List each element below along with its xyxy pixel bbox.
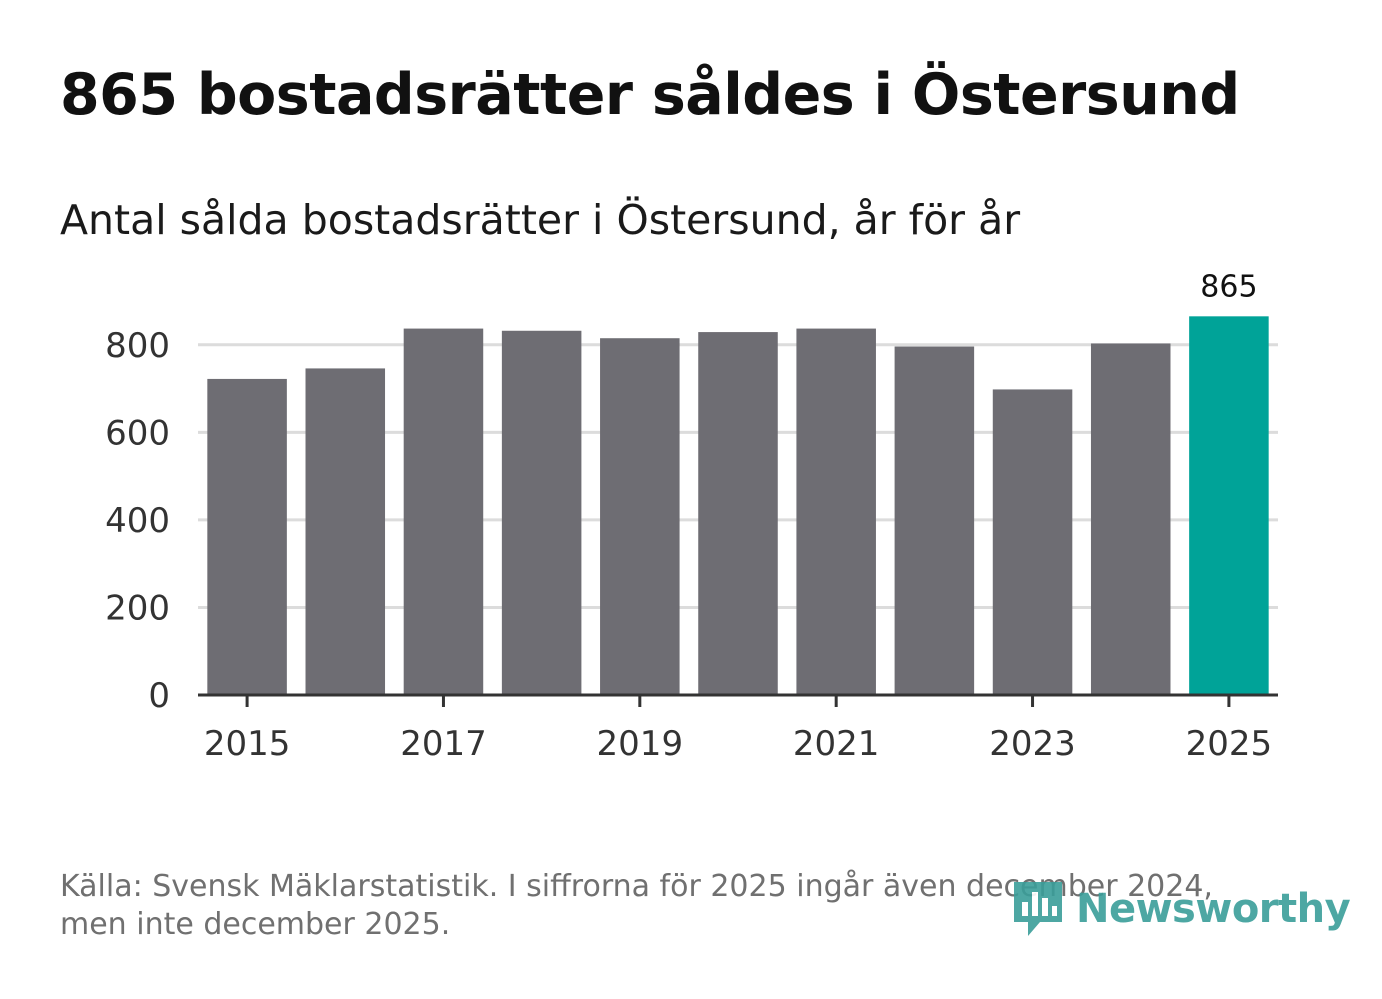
bar-2020 <box>698 332 778 695</box>
y-tick-label-800: 800 <box>105 326 170 366</box>
x-tick-label-2019: 2019 <box>597 724 684 764</box>
bar-2018 <box>501 330 582 695</box>
bar-2021 <box>796 328 876 695</box>
bar-2025 <box>1189 316 1269 695</box>
bar-chart: 0 200 400 600 800 2015 2017 2019 2021 2023 2025 865 <box>105 269 1278 764</box>
bar-2022 <box>894 346 975 695</box>
source-note-line-2: men inte december 2025. <box>60 907 451 942</box>
bar-2017 <box>403 328 484 695</box>
bar-2023 <box>992 389 1073 695</box>
x-tick-label-2017: 2017 <box>400 724 487 764</box>
y-tick-label-400: 400 <box>105 501 170 541</box>
logo-text: Newsworthy <box>1076 886 1351 932</box>
chart-speech-bubble-icon <box>1014 882 1062 936</box>
y-tick-label-200: 200 <box>105 588 170 628</box>
labels: 0 200 400 600 800 2015 2017 2019 2021 2023 2025 865 <box>105 269 1272 764</box>
x-tick-label-2015: 2015 <box>204 724 291 764</box>
bars <box>207 316 1269 695</box>
bar-2019 <box>600 338 680 695</box>
x-tick-label-2021: 2021 <box>793 724 880 764</box>
y-tick-label-0: 0 <box>148 676 170 716</box>
newsworthy-logo: Newsworthy <box>1010 878 1351 940</box>
chart-subtitle: Antal sålda bostadsrätter i Östersund, å… <box>60 196 1021 244</box>
x-tick-label-2023: 2023 <box>989 724 1076 764</box>
bar-2016 <box>305 368 386 695</box>
bar-2024 <box>1090 343 1171 695</box>
axes <box>198 693 1278 707</box>
x-tick-label-2025: 2025 <box>1186 724 1273 764</box>
data-label-2025: 865 <box>1200 269 1257 304</box>
y-tick-label-600: 600 <box>105 413 170 453</box>
bar-2015 <box>207 378 287 695</box>
chart-title: 865 bostadsrätter såldes i Östersund <box>60 62 1240 128</box>
